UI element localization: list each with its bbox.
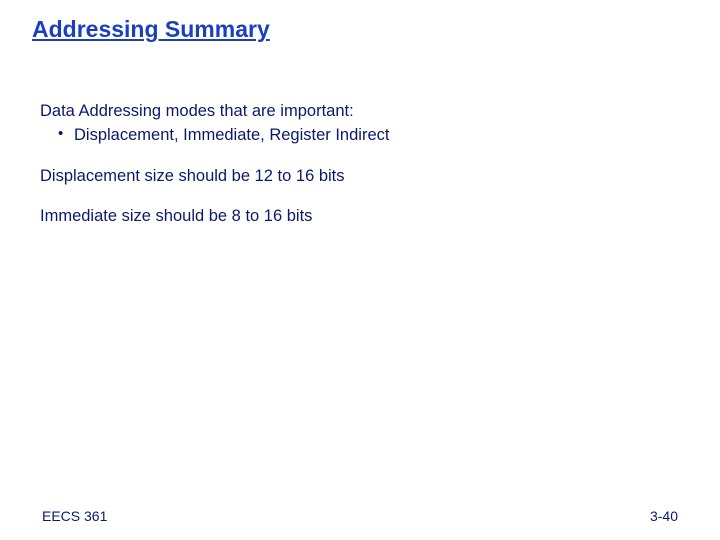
slide: Addressing Summary Data Addressing modes…: [0, 0, 720, 540]
bullet-item: • Displacement, Immediate, Register Indi…: [58, 124, 680, 146]
footer-course-code: EECS 361: [42, 508, 107, 524]
paragraph-1-intro: Data Addressing modes that are important…: [40, 100, 680, 122]
paragraph-1: Data Addressing modes that are important…: [40, 100, 680, 147]
slide-body: Data Addressing modes that are important…: [40, 100, 680, 245]
paragraph-3: Immediate size should be 8 to 16 bits: [40, 205, 680, 227]
paragraph-2: Displacement size should be 12 to 16 bit…: [40, 165, 680, 187]
bullet-text: Displacement, Immediate, Register Indire…: [74, 124, 389, 146]
footer-page-number: 3-40: [650, 508, 678, 524]
bullet-icon: •: [58, 124, 74, 144]
slide-title: Addressing Summary: [32, 16, 270, 43]
